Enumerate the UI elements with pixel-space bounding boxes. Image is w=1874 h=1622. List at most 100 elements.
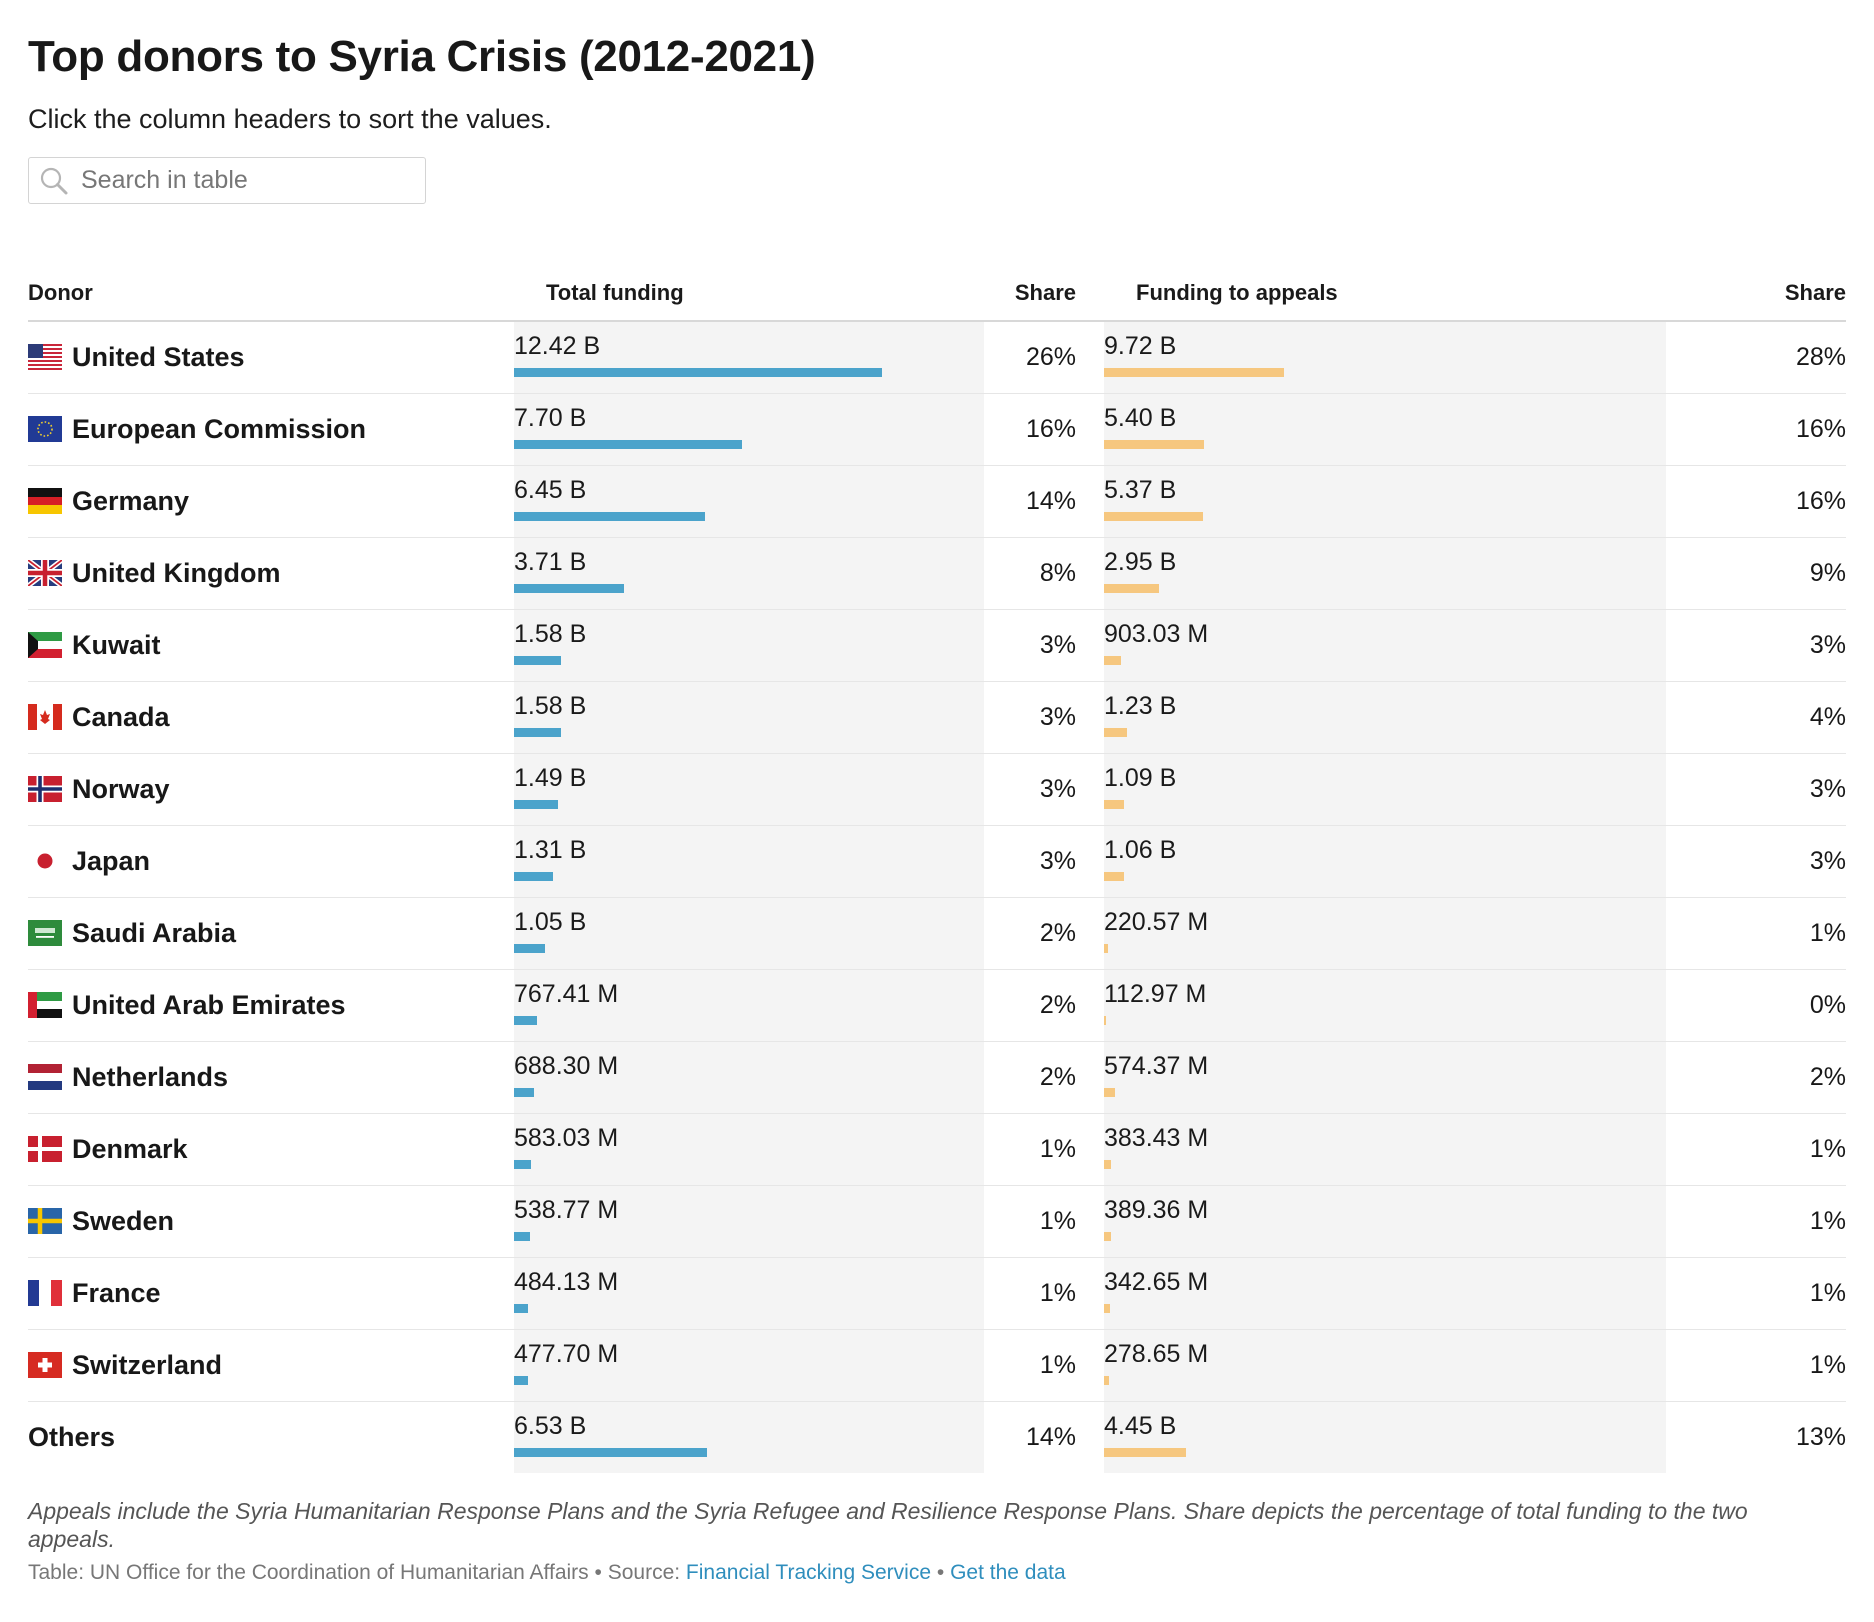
- appeals-funding-value: 574.37 M: [1104, 1052, 1209, 1080]
- spacer-cell: [1076, 825, 1104, 898]
- appeals-funding-bar: [1104, 800, 1124, 809]
- share-cell: 14%: [1025, 1423, 1076, 1451]
- appeals-share-cell: 1%: [1666, 1329, 1846, 1402]
- appeals-funding-cell: 389.36 M: [1104, 1185, 1666, 1258]
- share-cell: 8%: [984, 537, 1076, 610]
- share-cell: 1%: [984, 1329, 1076, 1402]
- appeals-share-cell: 1%: [1666, 1185, 1846, 1258]
- share-cell: 3%: [984, 753, 1076, 826]
- appeals-funding-value: 1.09 B: [1104, 764, 1177, 792]
- spacer-cell: [1076, 1113, 1104, 1186]
- appeals-funding-value: 903.03 M: [1104, 620, 1209, 648]
- share-cell: 2%: [984, 1041, 1076, 1114]
- spacer-cell: [1076, 1185, 1104, 1258]
- appeals-funding-bar: [1104, 1016, 1106, 1025]
- appeals-share-cell: 4%: [1666, 681, 1846, 754]
- appeals-funding-cell: 903.03 M: [1104, 609, 1666, 682]
- donor-name: Saudi Arabia: [72, 918, 237, 948]
- share-cell: 14%: [984, 465, 1076, 538]
- share-cell: 3%: [984, 681, 1076, 754]
- total-funding-cell: 1.58 B: [514, 609, 984, 682]
- appeals-share-cell: 3%: [1666, 753, 1846, 826]
- get-the-data-link[interactable]: Get the data: [950, 1561, 1066, 1584]
- donor-cell: United Kingdom: [28, 537, 514, 610]
- total-funding-cell: 1.31 B: [514, 825, 984, 898]
- appeals-share-cell: 16%: [1666, 465, 1846, 538]
- donor-name: Netherlands: [72, 1062, 229, 1092]
- donor-name: Sweden: [72, 1206, 175, 1236]
- appeals-funding-bar: [1104, 512, 1203, 521]
- appeals-funding-cell: 220.57 M: [1104, 897, 1666, 970]
- appeals-funding-value: 220.57 M: [1104, 908, 1209, 936]
- switzerland-flag-icon: [28, 1351, 62, 1378]
- share-cell: 1%: [984, 1113, 1076, 1186]
- total-funding-cell: 767.41 M: [514, 969, 984, 1042]
- column-header-donor[interactable]: Donor: [28, 254, 514, 322]
- donor-name: Canada: [72, 702, 170, 732]
- total-funding-value: 7.70 B: [514, 404, 587, 432]
- us-flag-icon: [28, 343, 62, 370]
- appeals-funding-value: 5.40 B: [1104, 404, 1177, 432]
- donor-name: Others: [28, 1422, 116, 1452]
- total-funding-cell: 538.77 M: [514, 1185, 984, 1258]
- appeals-funding-bar: [1104, 872, 1124, 881]
- appeals-share-cell: 3%: [1666, 609, 1846, 682]
- total-funding-bar: [514, 1448, 707, 1457]
- total-funding-value: 1.49 B: [514, 764, 587, 792]
- appeals-funding-cell: 383.43 M: [1104, 1113, 1666, 1186]
- share-cell: 3%: [984, 825, 1076, 898]
- total-funding-cell: 477.70 M: [514, 1329, 984, 1402]
- donor-name: European Commission: [72, 414, 367, 444]
- total-funding-value: 688.30 M: [514, 1052, 619, 1080]
- search-input[interactable]: [81, 166, 401, 195]
- spacer-cell: [1076, 969, 1104, 1042]
- appeals-funding-bar: [1104, 944, 1108, 953]
- share-cell: 1%: [984, 1257, 1076, 1330]
- appeals-funding-value: 1.06 B: [1104, 836, 1177, 864]
- appeals-funding-cell: 1.23 B: [1104, 681, 1666, 754]
- total-funding-value: 484.13 M: [514, 1268, 619, 1296]
- appeals-funding-bar: [1104, 1088, 1115, 1097]
- donor-cell: European Commission: [28, 393, 514, 466]
- appeals-funding-value: 342.65 M: [1104, 1268, 1209, 1296]
- table-note: Appeals include the Syria Humanitarian R…: [28, 1498, 1748, 1552]
- donor-name: Kuwait: [72, 630, 161, 660]
- search-icon: [40, 167, 68, 194]
- column-header-share-appeals[interactable]: Share: [1666, 254, 1846, 322]
- share-cell: 3%: [984, 609, 1076, 682]
- donor-name: United Kingdom: [72, 558, 281, 588]
- share-cell: 16%: [984, 393, 1076, 466]
- appeals-funding-cell: 342.65 M: [1104, 1257, 1666, 1330]
- appeals-funding-value: 278.65 M: [1104, 1340, 1209, 1368]
- total-funding-value: 3.71 B: [514, 548, 587, 576]
- total-funding-value: 12.42 B: [514, 332, 601, 360]
- appeals-funding-cell: 5.37 B: [1104, 465, 1666, 538]
- total-funding-bar: [514, 1088, 534, 1097]
- search-box[interactable]: [28, 157, 426, 204]
- share-cell: 26%: [984, 321, 1076, 394]
- subtitle: Click the column headers to sort the val…: [28, 104, 552, 134]
- appeals-share-cell: 1%: [1666, 1113, 1846, 1186]
- germany-flag-icon: [28, 487, 62, 514]
- total-funding-bar: [514, 1016, 537, 1025]
- appeals-funding-value: 112.97 M: [1104, 980, 1207, 1008]
- table-row: United Kingdom 3.71 B 8% 2.95 B 9%: [28, 537, 1846, 610]
- column-header-share[interactable]: Share: [984, 254, 1076, 322]
- total-funding-cell: 688.30 M: [514, 1041, 984, 1114]
- table-row: European Commission 7.70 B 16% 5.40 B 16%: [28, 393, 1846, 466]
- total-funding-value: 1.58 B: [514, 692, 587, 720]
- total-funding-cell: 1.49 B: [514, 753, 984, 826]
- donor-name: Denmark: [72, 1134, 188, 1164]
- kuwait-flag-icon: [28, 631, 62, 658]
- column-header-funding-to-appeals[interactable]: Funding to appeals: [1104, 254, 1666, 322]
- share-cell: 2%: [984, 969, 1076, 1042]
- total-funding-bar: [514, 1160, 531, 1169]
- total-funding-bar: [514, 368, 882, 377]
- donor-cell: Norway: [28, 753, 514, 826]
- france-flag-icon: [28, 1279, 62, 1306]
- appeals-funding-bar: [1104, 1304, 1110, 1313]
- financial-tracking-service-link[interactable]: Financial Tracking Service: [685, 1561, 932, 1584]
- column-header-total-funding[interactable]: Total funding: [514, 254, 984, 322]
- donor-cell: Others: [28, 1402, 514, 1474]
- appeals-funding-bar: [1104, 1232, 1111, 1241]
